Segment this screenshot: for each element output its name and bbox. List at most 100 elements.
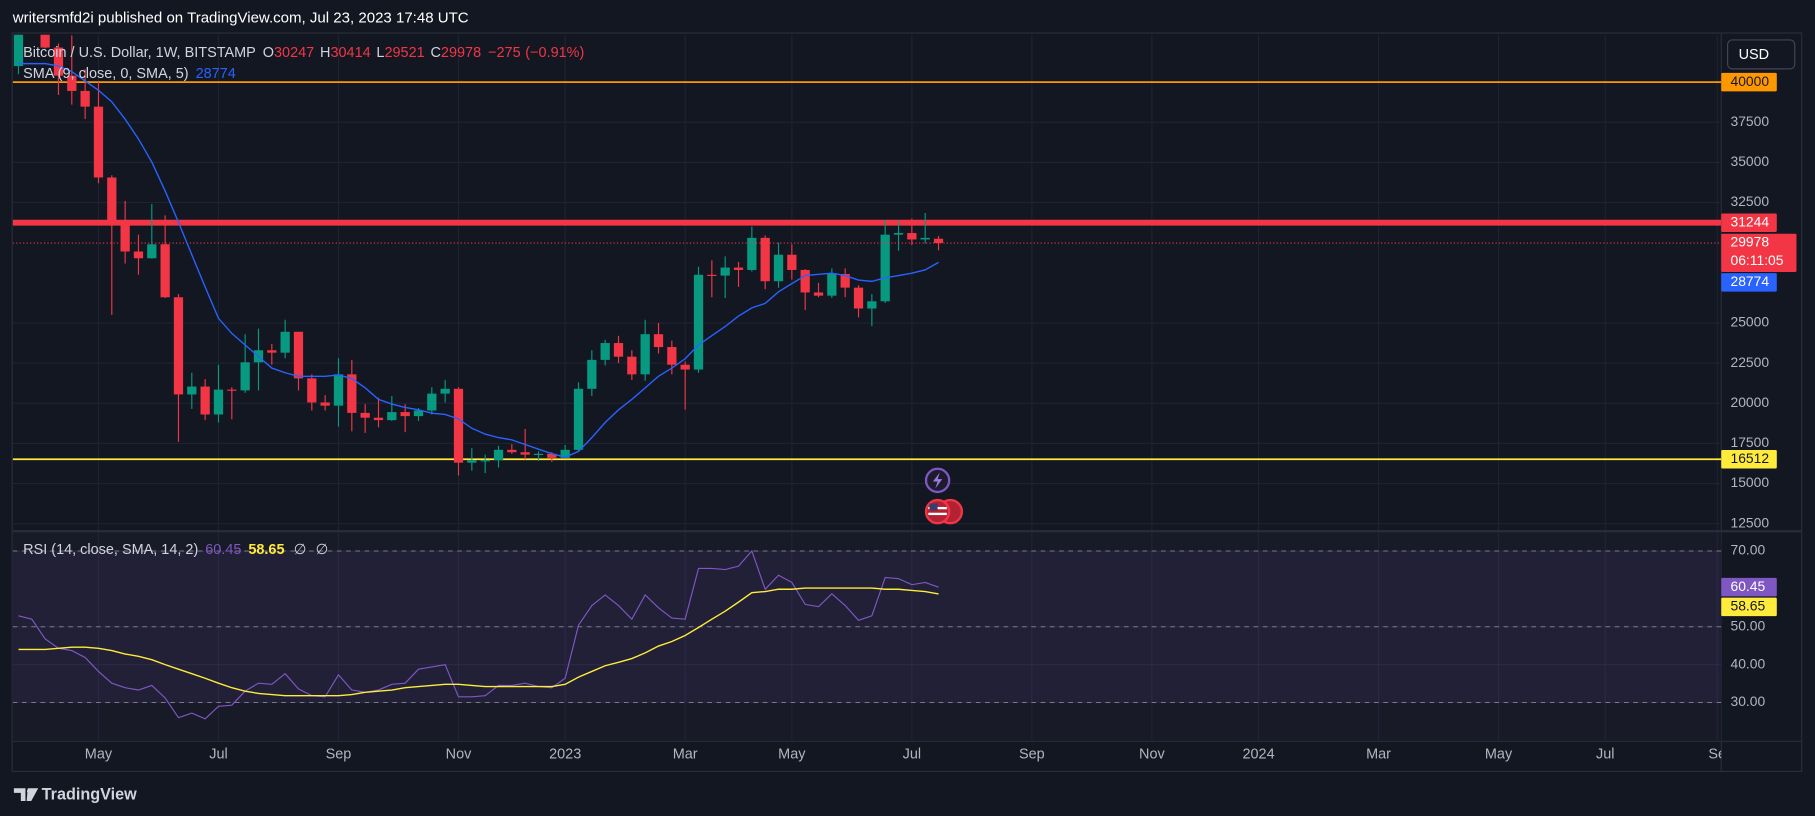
candle-body (560, 449, 570, 458)
candle-body (533, 453, 544, 455)
candle-body (427, 393, 437, 411)
y-tick-label: 35000 (1731, 153, 1770, 169)
candle-body (13, 34, 24, 67)
axis-tag-label: 60.45 (1731, 578, 1766, 594)
grid (12, 34, 1722, 741)
rsi-line (18, 549, 939, 720)
x-tick-label: Sep (1019, 746, 1045, 762)
time-axis: May Jul Sep Nov 2023 Mar May Jul Sep Nov 2024 Mar Ma… (85, 746, 1721, 762)
candle-body (320, 402, 330, 406)
candle-body (573, 388, 584, 450)
brand-logo[interactable]: TradingView (13, 785, 137, 803)
candle-body (80, 90, 90, 107)
axis-tag (1721, 213, 1777, 232)
candle-body (133, 251, 144, 259)
candle-body (480, 460, 490, 462)
candle-body (413, 410, 424, 417)
brand-icon (13, 788, 39, 801)
candle-body (707, 274, 717, 276)
x-tick-label: Jul (903, 746, 921, 762)
brand-name[interactable]: TradingView (42, 785, 137, 803)
flag-stripe (928, 506, 947, 510)
y-tick-label: 12500 (1731, 514, 1770, 530)
currency-label[interactable]: USD (1739, 47, 1770, 63)
event-icons[interactable] (924, 467, 964, 525)
candle-body (240, 362, 250, 391)
x-tick-label: Mar (673, 746, 698, 762)
candle-body (720, 267, 730, 276)
y-tick-label: 22500 (1731, 354, 1770, 370)
rsi-sma-value: 58.65 (248, 542, 284, 558)
rsi-empty: ∅ (294, 542, 307, 558)
change-percent: (−0.91%) (525, 45, 584, 61)
candle-body (827, 273, 837, 296)
candle-body (840, 273, 850, 288)
ohlc-prefix: H (320, 45, 330, 61)
candle-body (653, 334, 664, 348)
symbol-title: Bitcoin / U.S. Dollar, 1W, BITSTAMP (23, 45, 256, 61)
candle-body (520, 452, 530, 455)
candle-body (53, 47, 64, 76)
candle-body (813, 292, 824, 296)
sma-name: SMA (9, close, 0, SMA, 5) (23, 66, 188, 82)
candle-body (347, 374, 357, 413)
y-tick-label: 25000 (1731, 314, 1770, 330)
axis-tag-label: 28774 (1731, 273, 1770, 289)
candle-body (800, 269, 810, 293)
candle-body (400, 412, 410, 417)
candle-body (627, 356, 637, 375)
candle-body (547, 453, 557, 458)
candle-body (747, 237, 757, 270)
candle-body (693, 274, 704, 370)
price-pane (12, 34, 1722, 476)
chart-frame (11, 32, 1803, 773)
axis-tag-label: 58.65 (1731, 598, 1766, 614)
candle-body (160, 244, 170, 298)
candle-body (933, 238, 944, 244)
candle-body (307, 378, 317, 403)
candle-body (200, 386, 210, 415)
candle-body (373, 417, 384, 421)
rsi-tick-label: 40.00 (1731, 655, 1766, 671)
candle-body (360, 412, 370, 418)
candle-body (507, 449, 517, 453)
candle-body (293, 331, 304, 379)
candle-body (453, 388, 464, 463)
y-tick-label: 32500 (1731, 193, 1770, 209)
axis-tag-label: 29978 (1731, 234, 1770, 250)
axis-tag (1721, 273, 1777, 292)
x-tick-label: 2024 (1242, 746, 1274, 762)
x-tick-label: 2023 (549, 746, 581, 762)
published-note: writersmfd2i published on TradingView.co… (12, 9, 469, 26)
candle-body (147, 244, 157, 259)
candle-body (227, 389, 237, 391)
candle-body (760, 237, 770, 282)
axis-tag (1721, 450, 1777, 469)
candle-body (107, 177, 117, 222)
currency-button[interactable]: USD (1727, 39, 1796, 70)
candle-body (40, 34, 50, 48)
x-tick-label: May (1485, 746, 1513, 762)
axis-tag-label: 40000 (1731, 73, 1770, 89)
candle-body (907, 233, 917, 240)
ohlc-prefix: O (263, 45, 274, 61)
rsi-tick-label: 50.00 (1731, 617, 1766, 633)
candle-body (587, 359, 597, 389)
ohlc-value: 29978 (441, 45, 481, 61)
candle-body (93, 106, 104, 178)
ohlc-prefix: C (430, 45, 440, 61)
axis-tag-label: 31244 (1731, 213, 1770, 229)
x-tick-label: Jul (209, 746, 227, 762)
x-tick-label: Sep (326, 746, 352, 762)
axis-tag (1721, 577, 1777, 597)
x-tick-label: Nov (1139, 746, 1165, 762)
axis-tag (1721, 597, 1777, 617)
change: −275 (488, 45, 521, 61)
currency-button-frame[interactable] (1727, 39, 1796, 70)
rsi-legend: RSI (14, close, SMA, 14, 2) 60.45 58.65 ∅ ∅ (23, 542, 328, 558)
x-tick-label: May (85, 746, 113, 762)
candle-body (880, 234, 890, 302)
candle-body (893, 233, 904, 235)
y-tick-label: 17500 (1731, 434, 1770, 450)
